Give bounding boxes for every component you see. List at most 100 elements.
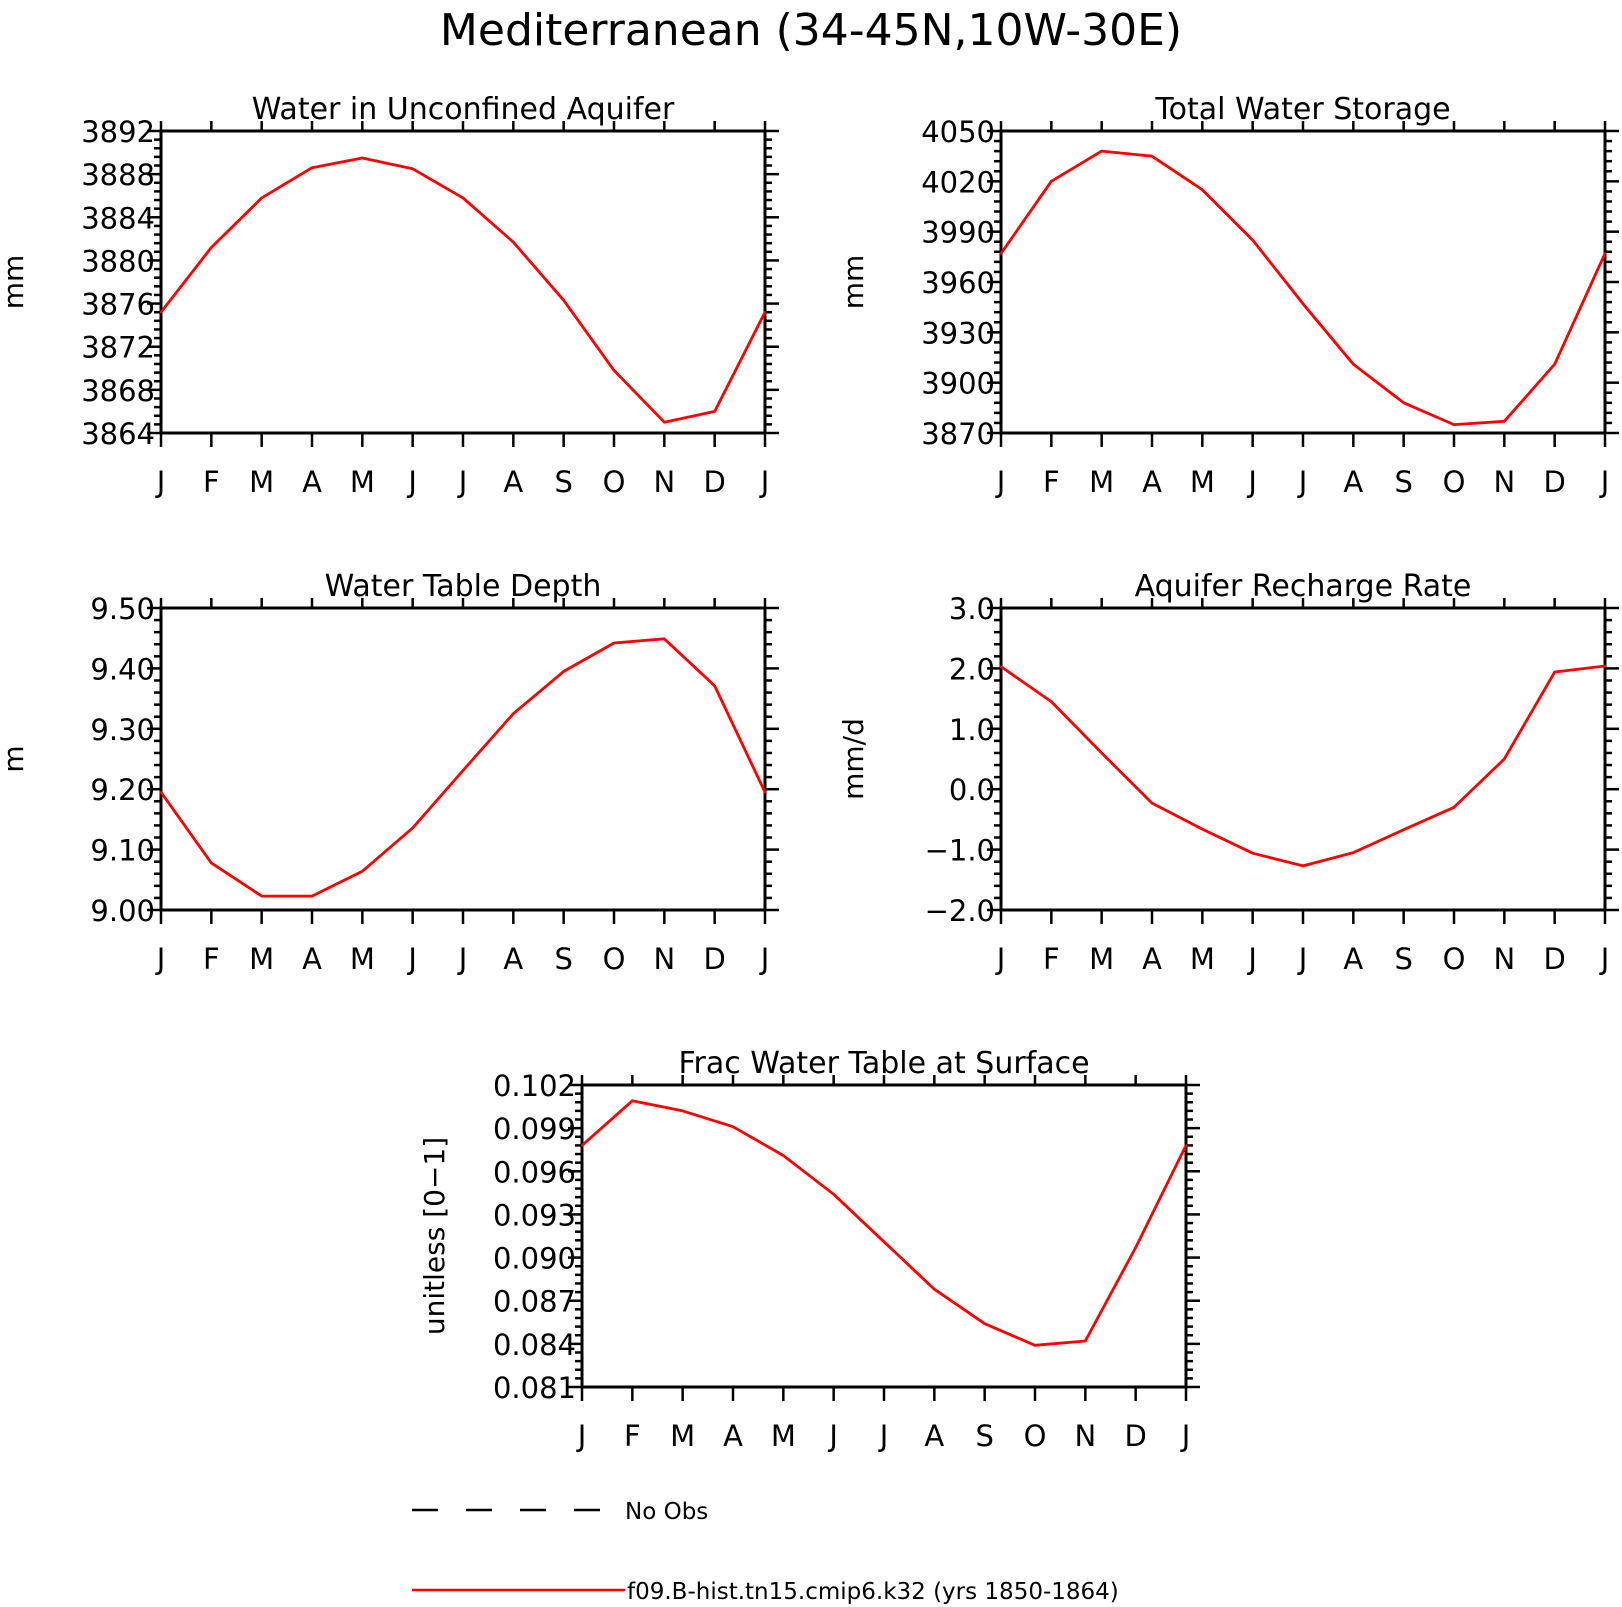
x-tick-label: J (1599, 942, 1610, 976)
data-point (713, 684, 716, 688)
data-point (1603, 252, 1607, 255)
data-point (1553, 670, 1556, 674)
x-tick-label: N (1493, 942, 1515, 976)
x-tick-label: N (1493, 465, 1515, 499)
x-tick-label: A (503, 465, 523, 499)
x-tick-label: M (1190, 465, 1215, 499)
x-tick-label: J (995, 942, 1006, 976)
data-point (512, 712, 515, 715)
x-tick-label: J (995, 465, 1006, 499)
y-tick-label: 3872 (81, 331, 155, 365)
data-point (681, 1109, 684, 1113)
x-tick-label: O (603, 942, 626, 976)
y-tick-label: 4020 (921, 165, 995, 199)
x-tick-label: A (1343, 465, 1363, 499)
y-tick-label: 3880 (81, 244, 155, 278)
data-point (461, 196, 465, 200)
y-tick-label: 9.20 (90, 773, 155, 807)
data-point (1134, 1246, 1137, 1249)
y-tick-label: 0.084 (493, 1328, 576, 1362)
x-tick-label: J (155, 465, 166, 499)
series-line (159, 637, 767, 898)
x-tick-label: N (653, 465, 675, 499)
x-tick-label: F (203, 465, 220, 499)
data-point (260, 894, 263, 898)
data-point (713, 410, 716, 413)
data-point (210, 861, 213, 865)
data-point (310, 894, 314, 898)
data-point (1503, 420, 1506, 423)
data-point (763, 311, 767, 314)
x-tick-label: A (302, 465, 322, 499)
data-point (159, 311, 163, 314)
x-tick-label: D (1124, 1419, 1146, 1453)
data-point (1352, 363, 1355, 366)
data-point (1084, 1339, 1087, 1343)
y-tick-label: 0.087 (493, 1285, 576, 1319)
x-tick-label: J (1297, 465, 1308, 499)
data-point (612, 641, 616, 645)
x-tick-label: A (302, 942, 322, 976)
y-tick-label: 2.0 (949, 652, 995, 686)
data-point (1452, 806, 1456, 809)
plot-frame (580, 1083, 1188, 1389)
x-tick-label: J (457, 465, 468, 499)
x-tick-label: M (670, 1419, 695, 1453)
y-tick-label: 3.0 (949, 592, 995, 626)
data-point (731, 1125, 735, 1128)
x-tick-label: J (457, 942, 468, 976)
data-point (1402, 828, 1405, 831)
x-tick-label: D (703, 942, 725, 976)
legend-no-obs-label: No Obs (625, 1499, 708, 1525)
data-point (361, 870, 364, 873)
y-tick-label: 3864 (81, 417, 155, 451)
x-tick-label: M (350, 465, 375, 499)
data-point (310, 166, 314, 169)
x-tick-label: A (1142, 465, 1162, 499)
data-point (1100, 751, 1103, 755)
series-line (1000, 664, 1606, 868)
data-point (999, 665, 1003, 668)
data-point (361, 156, 364, 160)
y-tick-label: −2.0 (925, 894, 995, 928)
y-axis-label: mm (837, 255, 870, 310)
y-tick-label: 3990 (921, 216, 995, 250)
data-point (933, 1288, 936, 1291)
y-axis-label: m (0, 745, 30, 772)
data-point (512, 240, 515, 244)
data-point (999, 252, 1003, 255)
x-tick-label: M (1089, 465, 1114, 499)
y-axis-label: mm/d (837, 718, 870, 800)
y-tick-label: 0.096 (493, 1155, 576, 1189)
data-point (631, 1099, 634, 1103)
y-tick-label: 9.00 (90, 894, 155, 928)
x-tick-label: M (350, 942, 375, 976)
y-tick-label: 3876 (81, 288, 155, 322)
plot-frame (999, 129, 1607, 435)
x-tick-label: S (1394, 942, 1412, 976)
y-tick-label: 3900 (921, 367, 995, 401)
y-axis-label: mm (0, 255, 30, 310)
y-tick-label: −1.0 (925, 834, 995, 868)
data-point (1100, 149, 1103, 153)
y-tick-label: 9.10 (90, 834, 155, 868)
x-tick-label: F (203, 942, 220, 976)
data-point (411, 826, 414, 830)
data-point (1033, 1344, 1037, 1347)
y-tick-label: 3960 (921, 266, 995, 300)
x-tick-label: N (1074, 1419, 1096, 1453)
data-point (159, 791, 163, 794)
data-point (1503, 757, 1506, 761)
y-tick-label: 3868 (81, 374, 155, 408)
y-tick-label: 9.30 (90, 713, 155, 747)
y-tick-label: 9.50 (90, 592, 155, 626)
x-tick-label: S (554, 942, 572, 976)
data-point (260, 196, 263, 200)
x-tick-label: M (249, 465, 274, 499)
